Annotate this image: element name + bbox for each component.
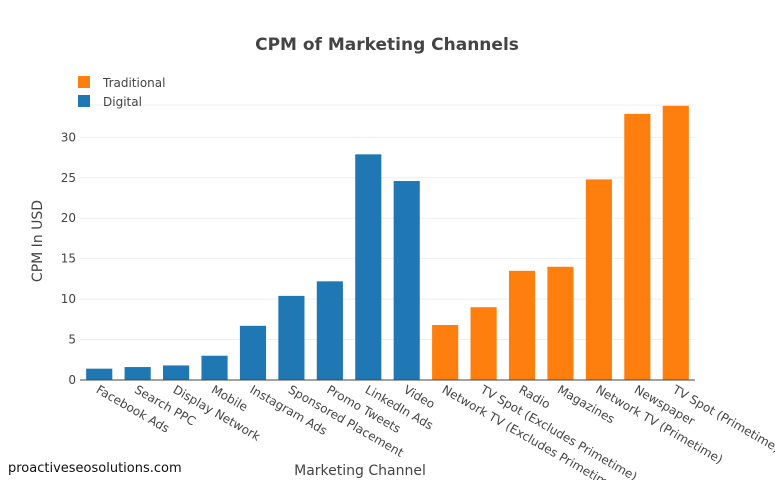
y-tick-label: 20 [61,211,76,225]
bar[interactable] [432,325,459,380]
bar[interactable] [124,367,151,380]
bar[interactable] [624,113,651,380]
legend-swatch [78,76,90,88]
y-tick-label: 5 [68,333,76,347]
bars-layer [86,105,689,380]
y-tick-labels: 0 5 10 15 20 25 30 [61,130,76,387]
chart-title: CPM of Marketing Channels [255,35,519,55]
bar[interactable] [547,266,574,380]
x-axis-label: Marketing Channel [294,463,426,479]
y-axis-label: CPM In USD [30,200,46,282]
bar[interactable] [585,179,612,380]
bar[interactable] [355,154,382,380]
y-tick-label: 25 [61,171,76,185]
bar[interactable] [393,181,420,380]
bar[interactable] [239,325,267,380]
y-tick-label: 30 [61,130,76,144]
bar[interactable] [470,307,497,380]
bar[interactable] [86,368,113,380]
legend-entry[interactable]: Digital [103,95,142,109]
legend[interactable]: Traditional Digital [78,76,165,109]
bar[interactable] [163,365,190,380]
bar[interactable] [662,105,689,380]
bar[interactable] [278,295,305,380]
y-tick-label: 10 [61,292,76,306]
watermark-text: proactiveseosolutions.com [8,461,182,476]
y-tick-label: 0 [68,373,76,387]
bar[interactable] [201,355,228,380]
legend-entry[interactable]: Traditional [102,76,165,90]
bar[interactable] [316,281,343,380]
grid-lines [80,104,695,341]
legend-swatch [78,95,90,107]
y-tick-label: 15 [61,252,76,266]
bar[interactable] [508,270,536,380]
